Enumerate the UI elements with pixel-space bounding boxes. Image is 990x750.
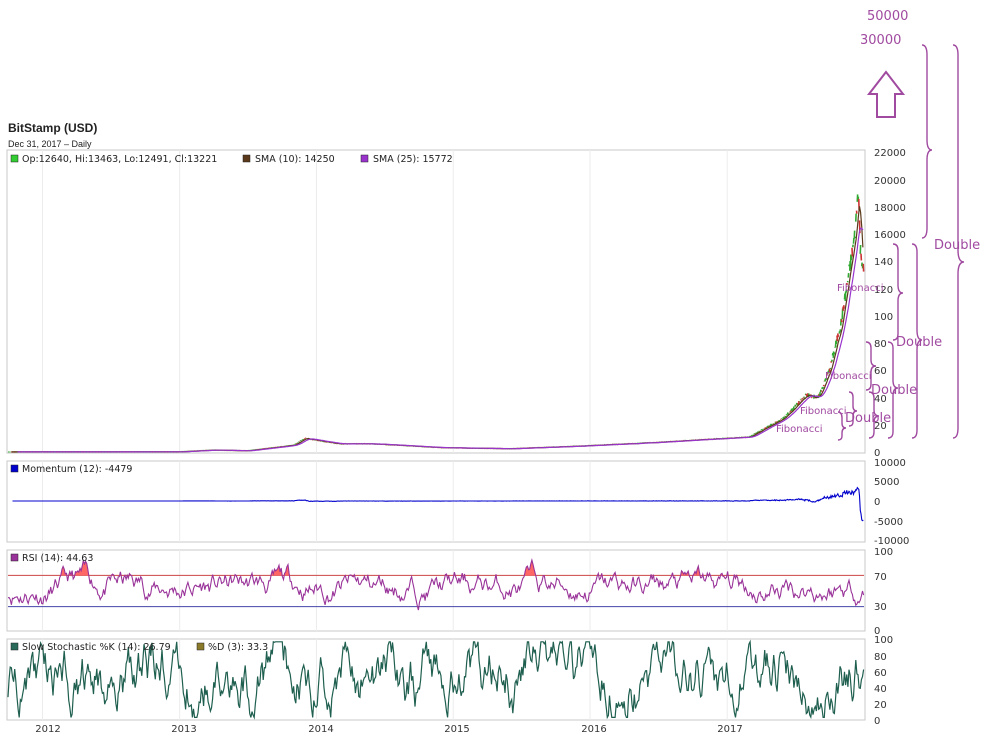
rsi-y-tick: 0 [874, 626, 880, 637]
fibonacci-label: Fibonacci [825, 371, 872, 382]
x-tick-label: 2012 [35, 724, 60, 735]
x-tick-label: 2013 [171, 724, 196, 735]
momentum-y-tick: 10000 [874, 458, 906, 469]
rsi-y-tick: 70 [874, 572, 887, 583]
price-y-tick: 18000 [874, 203, 906, 214]
fibonacci-label: Fibonacci [800, 406, 847, 417]
brace-small-double [868, 391, 880, 439]
x-tick-label: 2015 [444, 724, 469, 735]
double-label: Double [934, 238, 980, 253]
rsi-plot [7, 558, 865, 611]
momentum-y-tick: -10000 [874, 536, 909, 547]
x-tick-label: 2017 [717, 724, 742, 735]
momentum-y-tick: 5000 [874, 477, 899, 488]
target-annotations: 50000 30000 [860, 9, 908, 118]
fibonacci-label: Fibonacci [837, 283, 884, 294]
brace-fib-2 [865, 341, 877, 391]
stoch-k-line [7, 639, 865, 720]
rsi-legend-swatch [10, 553, 19, 562]
brace-large-double [952, 44, 965, 439]
double-braces [837, 44, 965, 441]
momentum-line [12, 486, 864, 522]
ohlc-legend-text: Op:12640, Hi:13463, Lo:12491, Cl:13221 [22, 154, 217, 165]
price-legend: Op:12640, Hi:13463, Lo:12491, Cl:13221 S… [10, 154, 453, 165]
brace-mid-double [911, 243, 923, 439]
price-y-tick: 20 [874, 421, 887, 432]
annotation-labels: Double Double Double Double Fibonacci Fi… [776, 238, 980, 435]
rsi-y-tick: 100 [874, 547, 893, 558]
brace-fib-3 [848, 391, 858, 427]
x-tick-label: 2014 [308, 724, 333, 735]
stoch-y-tick: 100 [874, 635, 893, 646]
target-50000-label: 50000 [867, 9, 908, 24]
sma25-legend-text: SMA (25): 15772 [373, 154, 453, 165]
momentum-plot [12, 486, 864, 522]
price-y-tick: 100 [874, 312, 893, 323]
price-y-tick: 22000 [874, 148, 906, 159]
chart-subtitle: Dec 31, 2017 – Daily [8, 139, 92, 149]
double-label: Double [871, 383, 917, 398]
ohlc-legend-swatch [10, 154, 19, 163]
rsi-panel [6, 549, 866, 632]
stoch-y-tick: 20 [874, 700, 887, 711]
sma10-legend-text: SMA (10): 14250 [255, 154, 335, 165]
stoch-d-legend-swatch [196, 642, 205, 651]
price-y-tick: 80 [874, 339, 887, 350]
price-y-tick: 16000 [874, 230, 906, 241]
x-tick-label: 2016 [581, 724, 606, 735]
price-panel [6, 149, 866, 454]
stoch-y-tick: 60 [874, 668, 887, 679]
momentum-legend-swatch [10, 464, 19, 473]
fibonacci-label: Fibonacci [776, 424, 823, 435]
stoch-y-tick: 0 [874, 716, 880, 727]
price-y-tick: 40 [874, 394, 887, 405]
price-y-tick: 120 [874, 285, 893, 296]
stoch-y-tick: 80 [874, 652, 887, 663]
brace-mid2-double [887, 341, 899, 439]
price-y-tick: 60 [874, 366, 887, 377]
brace-fib-4 [837, 411, 847, 441]
stoch-plot [7, 639, 865, 720]
sma25-legend-swatch [360, 154, 369, 163]
chart-title: BitStamp (USD) [8, 121, 98, 135]
sma25-line [17, 227, 864, 453]
momentum-y-tick: 0 [874, 497, 880, 508]
price-y-axis: 22000 20000 18000 16000 140 120 100 80 6… [874, 148, 906, 459]
up-arrow-icon [866, 70, 906, 118]
rsi-y-tick: 30 [874, 602, 887, 613]
target-30000-label: 30000 [860, 33, 901, 48]
stoch-d-legend-text: %D (3): 33.3 [208, 642, 268, 653]
brace-top-30000 [921, 44, 933, 239]
price-plot [7, 194, 865, 453]
price-y-tick: 0 [874, 448, 880, 459]
stoch-y-tick: 40 [874, 684, 887, 695]
stoch-y-axis: 100 80 60 40 20 0 [874, 635, 893, 727]
rsi-y-axis: 100 70 30 0 [874, 547, 893, 637]
momentum-y-axis: 10000 5000 0 -5000 -10000 [874, 458, 909, 547]
price-y-tick: 140 [874, 257, 893, 268]
double-label: Double [845, 411, 891, 426]
momentum-y-tick: -5000 [874, 517, 903, 528]
brace-fib-1 [892, 243, 904, 341]
stoch-k-legend-swatch [10, 642, 19, 651]
rsi-line [7, 558, 865, 611]
momentum-legend-text: Momentum (12): -4479 [22, 464, 132, 475]
stoch-k-legend-text: Slow Stochastic %K (14): 26.79 [22, 642, 171, 653]
price-y-tick: 20000 [874, 176, 906, 187]
rsi-legend-text: RSI (14): 44.63 [22, 553, 93, 564]
sma10-legend-swatch [242, 154, 251, 163]
double-label: Double [896, 335, 942, 350]
x-axis: 2012 2013 2014 2015 2016 2017 [35, 724, 742, 735]
